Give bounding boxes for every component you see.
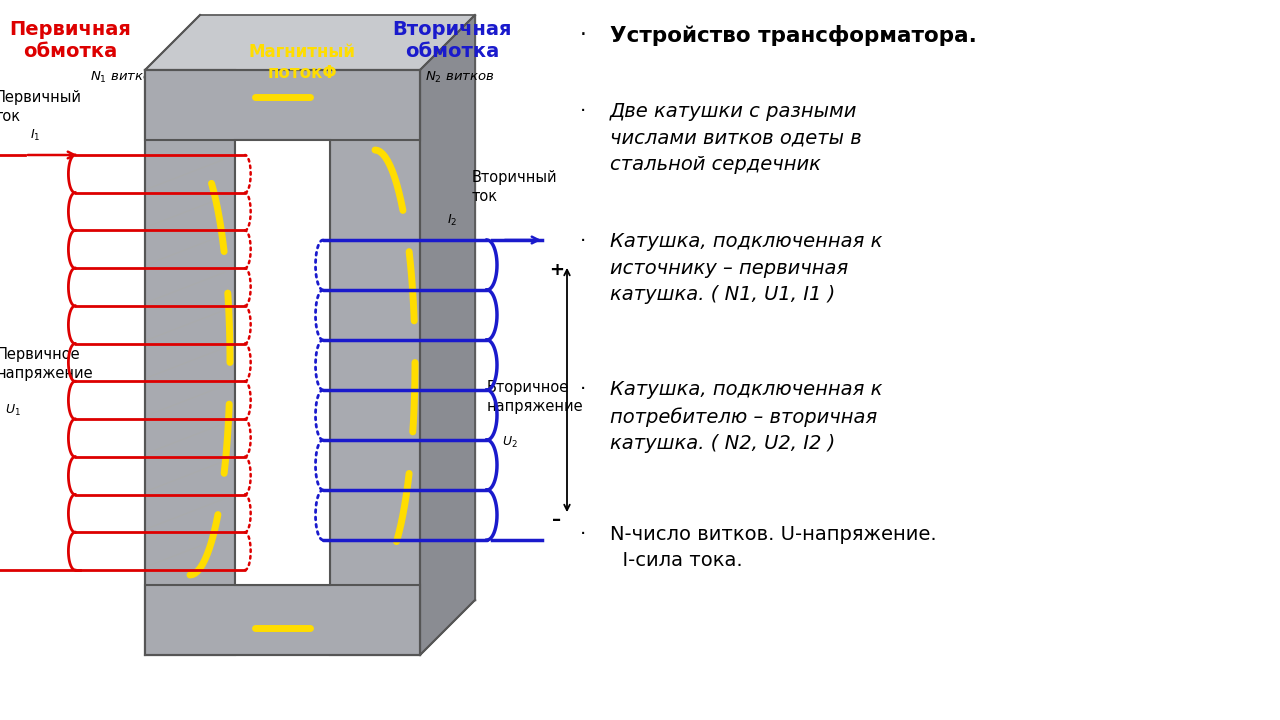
Text: $\mathit{I}_2$: $\mathit{I}_2$ bbox=[447, 213, 457, 228]
Text: Первичный
ток: Первичный ток bbox=[0, 90, 82, 124]
Polygon shape bbox=[145, 70, 236, 655]
Text: Катушка, подключенная к
источнику – первичная
катушка. ( N1, U1, I1 ): Катушка, подключенная к источнику – перв… bbox=[611, 232, 882, 304]
Text: Первичная
обмотка: Первичная обмотка bbox=[9, 20, 131, 61]
Polygon shape bbox=[330, 70, 420, 655]
Text: $\mathit{U}_1$: $\mathit{U}_1$ bbox=[5, 402, 20, 418]
Text: Вторичная
обмотка: Вторичная обмотка bbox=[393, 20, 512, 61]
Text: $\mathit{I}_1$: $\mathit{I}_1$ bbox=[29, 128, 41, 143]
Text: ·: · bbox=[580, 232, 586, 251]
Text: Магнитный
потокΦ: Магнитный потокΦ bbox=[250, 43, 356, 82]
Polygon shape bbox=[330, 85, 385, 585]
Polygon shape bbox=[236, 85, 385, 140]
Text: Вторичный
ток: Вторичный ток bbox=[472, 170, 558, 204]
Text: Первичное
напряжение: Первичное напряжение bbox=[0, 348, 93, 381]
Text: ·: · bbox=[580, 525, 586, 544]
Text: ·: · bbox=[580, 102, 586, 121]
Polygon shape bbox=[236, 140, 330, 585]
Text: N-число витков. U-напряжение.
  I-сила тока.: N-число витков. U-напряжение. I-сила ток… bbox=[611, 525, 937, 570]
Text: Катушка, подключенная к
потребителю – вторичная
катушка. ( N2, U2, I2 ): Катушка, подключенная к потребителю – вт… bbox=[611, 380, 882, 453]
Text: +: + bbox=[549, 261, 564, 279]
Text: –: – bbox=[553, 511, 562, 529]
Text: ·: · bbox=[580, 25, 586, 45]
Text: $N_2$ витков: $N_2$ витков bbox=[425, 70, 494, 85]
Text: Вторичное
напряжение: Вторичное напряжение bbox=[486, 380, 584, 413]
Text: Основа
трансформатора: Основа трансформатора bbox=[234, 588, 371, 622]
Polygon shape bbox=[145, 70, 420, 140]
Polygon shape bbox=[145, 15, 475, 70]
Text: ·: · bbox=[580, 380, 586, 399]
Polygon shape bbox=[236, 530, 385, 585]
Text: Устройство трансформатора.: Устройство трансформатора. bbox=[611, 25, 977, 46]
Polygon shape bbox=[420, 15, 475, 655]
Text: Две катушки с разными
числами витков одеты в
стальной сердечник: Две катушки с разными числами витков оде… bbox=[611, 102, 861, 174]
Text: $N_1$ витков: $N_1$ витков bbox=[90, 70, 160, 85]
Polygon shape bbox=[145, 585, 420, 655]
Text: $\mathit{U}_2$: $\mathit{U}_2$ bbox=[502, 435, 517, 450]
